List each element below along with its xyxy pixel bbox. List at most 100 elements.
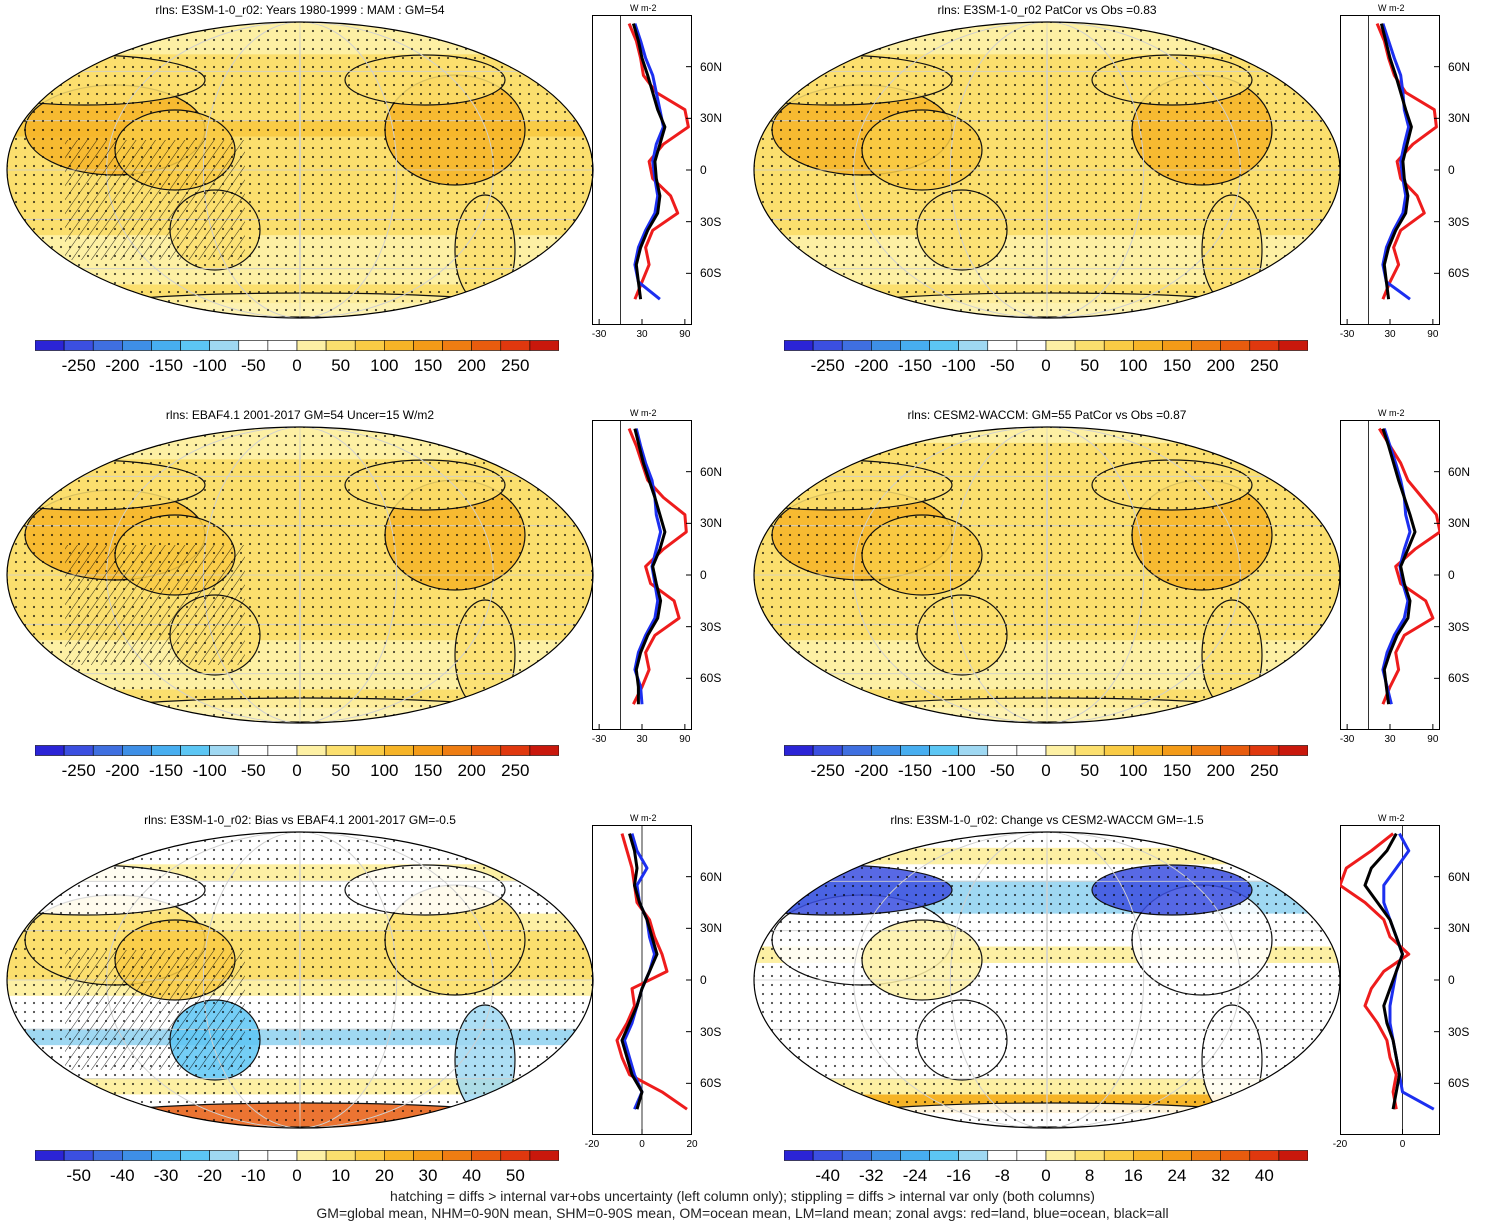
- colorbar-tick-label: -20: [197, 1166, 222, 1185]
- colorbar-tick-label: -32: [859, 1166, 884, 1185]
- colorbar-labels: -250 -200 -150 -100 -50 0 50 100 150 200 250: [784, 356, 1308, 378]
- colorbar-tick-label: 200: [1206, 761, 1235, 780]
- colorbar-segment: [35, 745, 65, 756]
- colorbar-segment: [354, 745, 385, 756]
- zonal-all-line: [633, 428, 667, 705]
- colorbar-tick-label: 0: [292, 761, 302, 780]
- colorbar-tick-label: -100: [192, 356, 227, 375]
- colorbar-segment: [122, 340, 152, 351]
- colorbar-tick-label: -8: [994, 1166, 1010, 1185]
- colorbar-tick-label: -16: [946, 1166, 971, 1185]
- colorbar-tick-label: 0: [1041, 356, 1051, 375]
- colorbar: [35, 1150, 559, 1161]
- colorbar-segment: [413, 745, 443, 756]
- zonal-x-tick-label: 90: [1427, 329, 1439, 340]
- colorbar-tick-label: 50: [1080, 356, 1100, 375]
- colorbar-tick-label: 100: [370, 356, 399, 375]
- colorbar-segment: [1045, 1150, 1076, 1161]
- zonal-lat-tick-label: 0: [1448, 163, 1455, 177]
- colorbar-tick-label: 20: [374, 1166, 394, 1185]
- zonal-lat-tick-label: 0: [1448, 568, 1455, 582]
- zonal-ocean-line: [633, 23, 665, 301]
- colorbar-segment: [900, 745, 930, 756]
- colorbar-segment: [929, 340, 959, 351]
- colorbar-tick-label: 250: [501, 761, 530, 780]
- colorbar-tick-label: 100: [370, 761, 399, 780]
- colorbar-segment: [209, 340, 240, 351]
- zonal-lat-tick-label: 30S: [1448, 1024, 1470, 1039]
- footer-line-1: hatching = diffs > internal var+obs unce…: [390, 1188, 1095, 1204]
- colorbar-segment: [238, 1150, 269, 1161]
- colorbar-segment: [1045, 340, 1076, 351]
- colorbar-segment: [1074, 1150, 1105, 1161]
- colorbar-segment: [442, 340, 472, 351]
- colorbar-labels: -50 -40 -30 -20 -10 0 10 20 30 40 50: [35, 1166, 559, 1188]
- zonal-lat-tick-label: 60S: [1448, 1076, 1470, 1091]
- colorbar-segment: [238, 340, 269, 351]
- colorbar-segment: [1249, 745, 1280, 756]
- colorbar-segment: [209, 1150, 240, 1161]
- zonal-lat-tick-label: 30S: [700, 214, 722, 229]
- hatching-layer: [65, 950, 245, 1070]
- zonal-unit: W m-2: [1378, 3, 1405, 13]
- colorbar-segment: [1162, 745, 1192, 756]
- colorbar-tick-label: -50: [66, 1166, 91, 1185]
- colorbar-segment: [122, 745, 152, 756]
- zonal-lat-tick-label: 30N: [700, 921, 723, 936]
- colorbar-segment: [871, 1150, 901, 1161]
- colorbar-tick-label: -200: [105, 761, 140, 780]
- zonal-mean-panel: [1340, 15, 1440, 325]
- colorbar-tick-label: -50: [990, 356, 1015, 375]
- colorbar-segment: [151, 745, 181, 756]
- panel-title: rlns: CESM2-WACCM: GM=55 PatCor vs Obs =…: [907, 408, 1187, 422]
- colorbar-segment: [958, 745, 989, 756]
- zonal-lat-tick-label: 60N: [1448, 464, 1471, 479]
- colorbar-tick-label: 100: [1119, 356, 1148, 375]
- colorbar-tick-label: -100: [941, 356, 976, 375]
- colorbar-segment: [180, 1150, 210, 1161]
- zonal-lat-tick-label: 0: [700, 568, 707, 582]
- zonal-lat-tick-label: 0: [1448, 973, 1455, 987]
- zonal-x-tick-label: 30: [636, 329, 648, 340]
- colorbar-segment: [151, 1150, 181, 1161]
- colorbar-segment: [1220, 340, 1251, 351]
- colorbar-segment: [500, 1150, 531, 1161]
- zonal-all-line: [1379, 23, 1413, 300]
- colorbar-tick-label: -100: [941, 761, 976, 780]
- colorbar-segment: [784, 1150, 814, 1161]
- colorbar-segment: [529, 745, 559, 756]
- colorbar-segment: [238, 745, 269, 756]
- colorbar-segment: [841, 745, 872, 756]
- zonal-lat-tick-label: 60N: [700, 59, 723, 74]
- colorbar-segment: [1103, 340, 1134, 351]
- colorbar-segment: [63, 340, 94, 351]
- zonal-unit: W m-2: [630, 813, 657, 823]
- footer-line-2: GM=global mean, NHM=0-90N mean, SHM=0-90…: [316, 1205, 1169, 1221]
- colorbar-segment: [987, 745, 1018, 756]
- colorbar-segment: [1278, 340, 1308, 351]
- colorbar-tick-label: -100: [192, 761, 227, 780]
- zonal-unit: W m-2: [1378, 408, 1405, 418]
- colorbar-tick-label: 40: [462, 1166, 482, 1185]
- colorbar-segment: [1103, 1150, 1134, 1161]
- zonal-lat-tick-label: 0: [700, 163, 707, 177]
- colorbar-segment: [1162, 340, 1192, 351]
- zonal-all-line: [1381, 428, 1417, 705]
- map-panel: [753, 21, 1341, 319]
- zonal-unit: W m-2: [1378, 813, 1405, 823]
- colorbar-tick-label: 24: [1167, 1166, 1187, 1185]
- colorbar-segment: [841, 340, 872, 351]
- colorbar: [35, 340, 559, 351]
- colorbar-segment: [1191, 340, 1221, 351]
- colorbar-segment: [325, 340, 356, 351]
- zonal-lat-tick-label: 30N: [700, 516, 723, 531]
- colorbar-segment: [384, 340, 414, 351]
- zonal-x-tick-label: -30: [591, 734, 607, 745]
- colorbar-segment: [384, 745, 414, 756]
- colorbar-segment: [900, 340, 930, 351]
- colorbar-segment: [1249, 340, 1280, 351]
- zonal-lat-tick-label: 30N: [1448, 921, 1471, 936]
- colorbar-segment: [1278, 1150, 1308, 1161]
- colorbar-tick-label: 10: [331, 1166, 351, 1185]
- colorbar-segment: [63, 1150, 94, 1161]
